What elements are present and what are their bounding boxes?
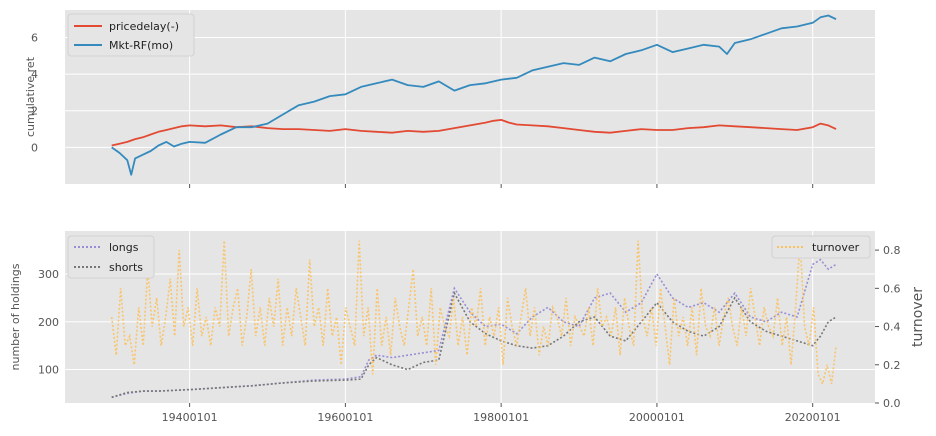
- bottom-y2-tick-label: 0.8: [883, 244, 901, 257]
- bottom-y-axis-label: number of holdings: [9, 263, 22, 370]
- top-y-axis-label: cumulative ret: [24, 56, 37, 137]
- top-legend: pricedelay(-) Mkt-RF(mo): [67, 13, 195, 57]
- bottom-y-tick-label: 200: [38, 316, 59, 329]
- bottom-legend-right: turnover: [771, 235, 871, 259]
- bottom-y2-tick-label: 0.4: [883, 321, 901, 334]
- top-axes: 0 2 4 6 cumulative ret pricedelay(-) Mkt-RF…: [24, 10, 875, 188]
- bottom-series-line-shorts: [111, 290, 837, 399]
- bottom-x-tick-label: 19400101: [162, 411, 218, 424]
- bottom-x-tick-label: 20000101: [629, 411, 685, 424]
- bottom-series-line-turnover: [110, 240, 837, 387]
- top-series-line-1: [111, 14, 837, 176]
- bottom-axes: 100 200 300 0.0 0.2 0.4 0.6 0.8 19400101 196001…: [9, 231, 926, 424]
- bottom-x-tick-label: 19600101: [317, 411, 373, 424]
- top-y-tick-label: 6: [31, 31, 38, 44]
- top-series-line-0: [111, 119, 837, 147]
- bottom-legend-left-box: [67, 235, 155, 279]
- bottom-y2-tick-label: 0.6: [883, 282, 901, 295]
- bottom-y2-ticks: 0.0 0.2 0.4 0.6 0.8: [875, 244, 901, 410]
- bottom-y-tick-label: 100: [38, 364, 59, 377]
- top-x-ticks: [189, 184, 814, 188]
- bottom-legend-right-box: [771, 235, 871, 259]
- legend-label-turnover: turnover: [812, 241, 860, 254]
- bottom-x-ticks: 19400101 19600101 19800101 20000101 20200101: [162, 403, 841, 424]
- top-y-tick-label: 2: [31, 105, 38, 118]
- legend-label-shorts: shorts: [109, 261, 143, 274]
- legend-label-pricedelay: pricedelay(-): [109, 20, 179, 33]
- top-grid: [65, 10, 875, 184]
- top-plot-background: [65, 10, 875, 184]
- legend-label-longs: longs: [109, 241, 139, 254]
- top-series: [111, 14, 837, 176]
- top-y-ticks: 0 2 4 6: [31, 31, 38, 154]
- legend-label-mkt: Mkt-RF(mo): [109, 39, 173, 52]
- bottom-y2-tick-label: 0.0: [883, 397, 901, 410]
- bottom-y-ticks: 100 200 300: [38, 268, 59, 377]
- bottom-series: [110, 240, 837, 399]
- top-y-tick-label: 0: [31, 141, 38, 154]
- top-y-tick-label: 4: [31, 68, 38, 81]
- bottom-y2-axis-label: turnover: [910, 287, 926, 347]
- bottom-x-tick-label: 20200101: [785, 411, 841, 424]
- bottom-y2-tick-label: 0.2: [883, 359, 901, 372]
- bottom-y-tick-label: 300: [38, 268, 59, 281]
- bottom-legend-left: longs shorts: [67, 235, 155, 279]
- bottom-x-tick-label: 19800101: [473, 411, 529, 424]
